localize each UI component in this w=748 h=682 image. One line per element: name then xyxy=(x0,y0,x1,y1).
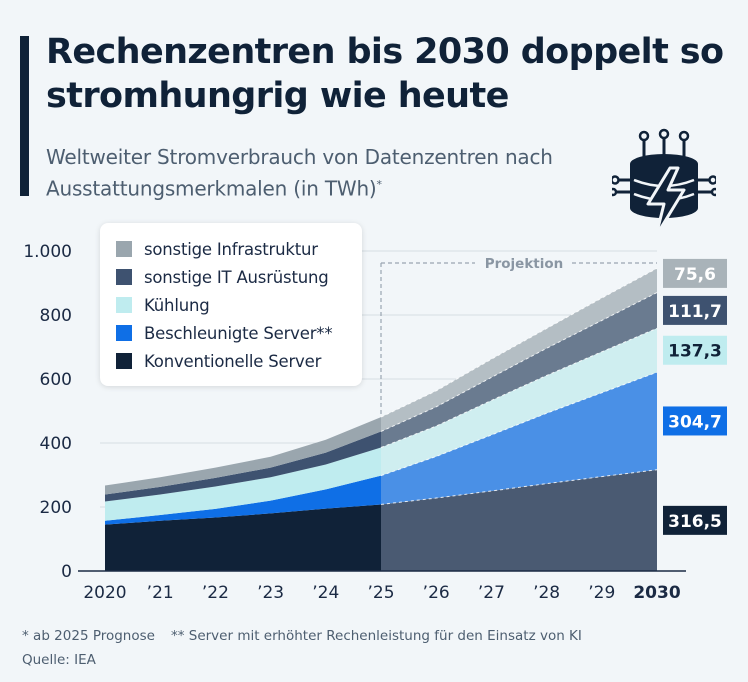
chart-axes: 0 200 400 600 800 1.000 2020 ’21 ’22 ’23 ’24 ’25 ’26… xyxy=(23,242,686,603)
x-tick-label: 2020 xyxy=(83,583,126,603)
chart-areas xyxy=(105,267,658,571)
area-beschleunigte-server xyxy=(105,475,381,525)
projection-boundary-line xyxy=(380,327,658,448)
legend-label: sonstige Infrastruktur xyxy=(144,239,318,259)
projection-boundary-line xyxy=(380,267,658,418)
legend-swatch xyxy=(116,297,132,313)
data-center-lightning-icon xyxy=(612,128,716,238)
page-title: Rechenzentren bis 2030 doppelt so stromh… xyxy=(46,32,724,116)
legend-swatch xyxy=(116,353,132,369)
x-tick-label: ’23 xyxy=(257,583,284,603)
projection-marker: Projektion xyxy=(380,256,657,418)
projection-boundary-line xyxy=(380,469,658,505)
footnote-accelerated-servers: ** Server mit erhöhter Rechenleistung fü… xyxy=(170,628,582,644)
projection-label: Projektion xyxy=(485,256,564,272)
end-label-value: 111,7 xyxy=(668,302,722,322)
x-tick-label: ’26 xyxy=(423,583,450,603)
end-label-box xyxy=(663,295,727,325)
legend-item: Kühlung xyxy=(116,293,210,317)
legend-swatch xyxy=(116,269,132,285)
y-tick-label: 0 xyxy=(61,562,72,582)
chart-legend: sonstige Infrastruktur sonstige IT Ausrüs… xyxy=(100,223,362,386)
end-label-value: 75,6 xyxy=(674,265,716,285)
legend-label: Kühlung xyxy=(144,295,210,315)
x-tick-label: ’28 xyxy=(533,583,560,603)
end-labels: 316,5 304,7 137,3 111,7 75,6 xyxy=(663,258,727,535)
area-konventionelle-server xyxy=(105,504,381,571)
chart-subtitle: Weltweiter Stromverbrauch von Datenzentr… xyxy=(46,143,606,203)
x-tick-label: ’24 xyxy=(312,583,339,603)
area-k-hlung-projected xyxy=(381,328,657,476)
end-label-box xyxy=(663,406,727,436)
area-beschleunigte-server-projected xyxy=(381,372,657,505)
y-tick-label: 1.000 xyxy=(23,242,72,262)
legend-item: Konventionelle Server xyxy=(116,349,321,373)
area-sonstige-it-ausr-stung-projected xyxy=(381,292,657,448)
x-tick-label: ’25 xyxy=(367,583,394,603)
legend-label: sonstige IT Ausrüstung xyxy=(144,267,329,287)
x-tick-label: ’29 xyxy=(588,583,615,603)
end-label-value: 137,3 xyxy=(668,342,722,362)
x-tick-label: ’22 xyxy=(202,583,229,603)
y-tick-label: 400 xyxy=(40,434,72,454)
subtitle-footnote-mark: * xyxy=(376,178,383,191)
area-sonstige-infrastruktur-projected xyxy=(381,268,657,432)
area-k-hlung xyxy=(105,447,381,521)
x-tick-label: 2030 xyxy=(633,583,680,603)
source-note: Quelle: IEA xyxy=(22,652,96,668)
title-accent-bar xyxy=(20,36,29,196)
y-tick-label: 800 xyxy=(40,306,72,326)
footnotes: * ab 2025 Prognose ** Server mit erhöhter… xyxy=(22,628,582,644)
end-label-value: 304,7 xyxy=(668,412,722,432)
projection-boundary-line xyxy=(380,371,658,477)
y-tick-label: 600 xyxy=(40,370,72,390)
legend-item: sonstige Infrastruktur xyxy=(116,237,318,261)
footnote-prognosis: * ab 2025 Prognose xyxy=(22,628,155,644)
end-label-box xyxy=(663,258,727,288)
area-konventionelle-server-projected xyxy=(381,469,657,571)
legend-label: Beschleunigte Server** xyxy=(144,323,333,343)
legend-item: sonstige IT Ausrüstung xyxy=(116,265,329,289)
area-sonstige-it-ausr-stung xyxy=(105,431,381,502)
x-tick-label: ’21 xyxy=(147,583,174,603)
legend-item: Beschleunigte Server** xyxy=(116,321,333,345)
subtitle-text: Weltweiter Stromverbrauch von Datenzentr… xyxy=(46,145,553,201)
end-label-value: 316,5 xyxy=(668,512,722,532)
x-tick-label: ’27 xyxy=(478,583,505,603)
legend-swatch xyxy=(116,325,132,341)
legend-label: Konventionelle Server xyxy=(144,351,322,371)
end-label-box xyxy=(663,505,727,535)
y-tick-label: 200 xyxy=(40,498,72,518)
legend-swatch xyxy=(116,241,132,257)
projection-boundary-line xyxy=(380,292,658,432)
area-sonstige-infrastruktur xyxy=(105,417,381,495)
end-label-box xyxy=(663,335,727,365)
